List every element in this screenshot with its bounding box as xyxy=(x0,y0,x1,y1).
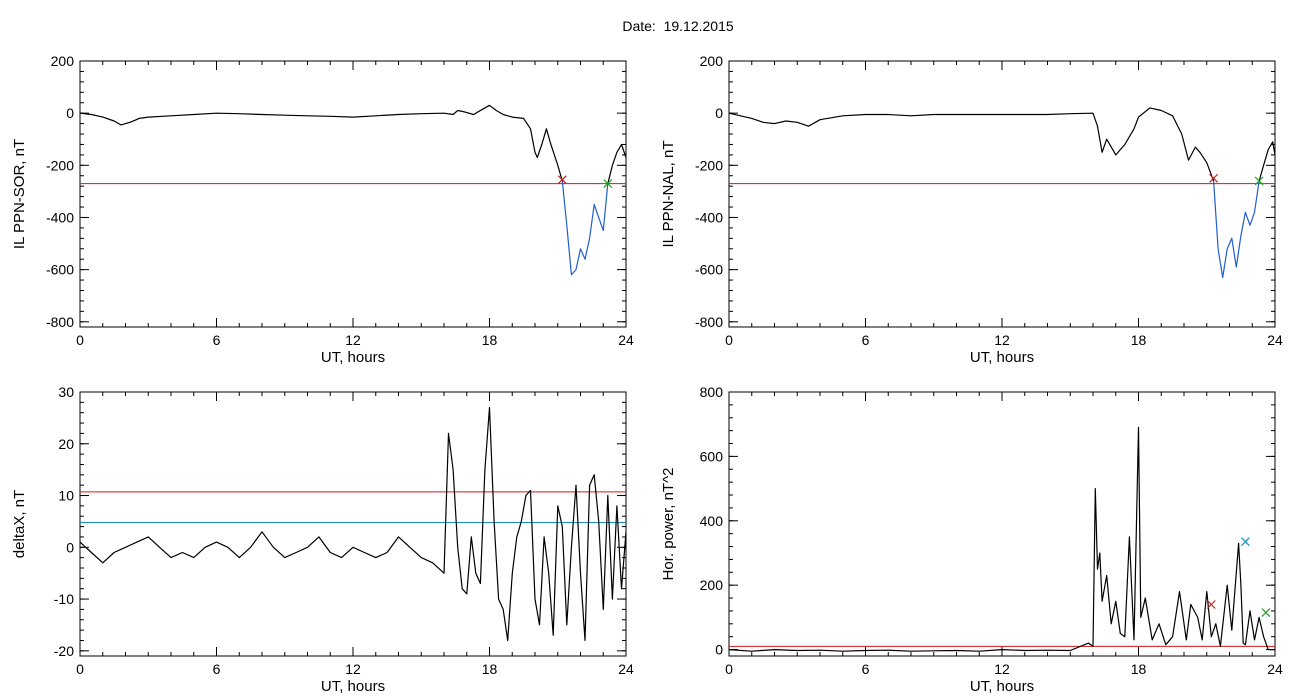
marker-stroke xyxy=(1261,608,1271,617)
y-tick-label: 0 xyxy=(715,105,723,121)
plot-frame xyxy=(79,391,627,657)
marker-stroke xyxy=(603,179,613,188)
y-tick-label: 200 xyxy=(51,53,75,69)
y-tick-label: 0 xyxy=(66,105,74,121)
marker-stroke xyxy=(1206,600,1216,609)
x-axis-label: UT, hours xyxy=(970,678,1034,695)
y-tick-label: -200 xyxy=(46,157,74,173)
chart-panel-1: 0 6 12 18 24 200 0 -200 -400 -600 -800 UT, hours IL … xyxy=(11,53,634,366)
event-series-line xyxy=(561,180,609,276)
marker-end xyxy=(603,179,613,188)
x-tick-label: 24 xyxy=(1267,661,1283,677)
y-tick-label: -800 xyxy=(695,314,723,330)
y-tick-label: -400 xyxy=(46,209,74,225)
y-axis-label: Hor. power, nT^2 xyxy=(660,468,677,581)
y-tick-label: 200 xyxy=(700,577,724,593)
chart-panel-4: 0 6 12 18 24 800 600 400 200 0 UT, hours Hor. power… xyxy=(660,384,1283,695)
x-tick-label: 12 xyxy=(345,661,361,677)
x-tick-label: 24 xyxy=(618,661,634,677)
x-tick-label: 18 xyxy=(1131,332,1147,348)
x-tick-label: 6 xyxy=(213,332,221,348)
plot-frame xyxy=(728,391,1276,657)
marker-start xyxy=(557,175,567,185)
series-line xyxy=(1258,141,1276,182)
marker-stroke xyxy=(1241,537,1250,547)
x-tick-label: 12 xyxy=(994,332,1010,348)
y-tick-label: 800 xyxy=(700,384,724,400)
x-axis-label: UT, hours xyxy=(321,349,385,366)
x-tick-label: 18 xyxy=(482,661,498,677)
y-axis-label: IL PPN-NAL, nT xyxy=(660,141,677,248)
chart-date-title: Date: 19.12.2015 xyxy=(0,18,1300,34)
x-tick-label: 6 xyxy=(862,332,870,348)
series-line xyxy=(728,426,1275,652)
y-axis-label: deltaX, nT xyxy=(11,490,28,558)
marker-stroke xyxy=(1209,173,1218,183)
y-tick-label: -10 xyxy=(54,591,74,607)
marker-start xyxy=(1206,600,1216,609)
y-axis-label: IL PPN-SOR, nT xyxy=(11,139,28,249)
x-tick-label: 12 xyxy=(345,332,361,348)
x-tick-label: 18 xyxy=(482,332,498,348)
x-tick-label: 18 xyxy=(1131,661,1147,677)
chart-panel-3: 0 6 12 18 24 30 20 10 0 -10 -20 UT, hours deltaX, nT xyxy=(11,384,634,695)
x-tick-label: 0 xyxy=(725,661,733,677)
y-tick-label: -20 xyxy=(54,643,74,659)
x-tick-label: 0 xyxy=(76,332,84,348)
y-tick-label: -600 xyxy=(46,262,74,278)
plot-frame xyxy=(728,60,1276,328)
marker-peak xyxy=(1241,537,1250,547)
series-line xyxy=(79,406,627,642)
series-line xyxy=(728,107,1215,182)
date-value: 19.12.2015 xyxy=(663,18,734,34)
y-tick-label: 400 xyxy=(700,513,724,529)
event-series-line xyxy=(1213,180,1260,279)
marker-stroke xyxy=(557,175,567,185)
chart-panel-2: 0 6 12 18 24 200 0 -200 -400 -600 -800 UT, hours IL … xyxy=(660,53,1283,366)
marker-stroke xyxy=(1254,176,1264,186)
marker-end xyxy=(1254,176,1264,186)
x-tick-label: 0 xyxy=(76,661,84,677)
marker-start xyxy=(1209,173,1218,183)
y-tick-label: -800 xyxy=(46,314,74,330)
x-tick-label: 12 xyxy=(994,661,1010,677)
y-tick-label: 0 xyxy=(66,539,74,555)
x-tick-label: 6 xyxy=(862,661,870,677)
y-tick-label: -600 xyxy=(695,262,723,278)
y-tick-label: 20 xyxy=(58,436,74,452)
x-tick-label: 0 xyxy=(725,332,733,348)
y-tick-label: -400 xyxy=(695,209,723,225)
x-tick-label: 6 xyxy=(213,661,221,677)
y-tick-label: 200 xyxy=(700,53,724,69)
y-tick-label: 30 xyxy=(58,384,74,400)
plot-frame xyxy=(79,60,627,328)
y-tick-label: 600 xyxy=(700,448,724,464)
x-tick-label: 24 xyxy=(618,332,634,348)
date-label: Date: xyxy=(622,18,656,34)
y-tick-label: 10 xyxy=(58,488,74,504)
marker-end xyxy=(1261,608,1271,617)
series-line xyxy=(607,143,627,184)
series-line xyxy=(79,104,563,182)
x-axis-label: UT, hours xyxy=(321,678,385,695)
x-axis-label: UT, hours xyxy=(970,349,1034,366)
y-tick-label: -200 xyxy=(695,157,723,173)
x-tick-label: 24 xyxy=(1267,332,1283,348)
y-tick-label: 0 xyxy=(715,642,723,658)
